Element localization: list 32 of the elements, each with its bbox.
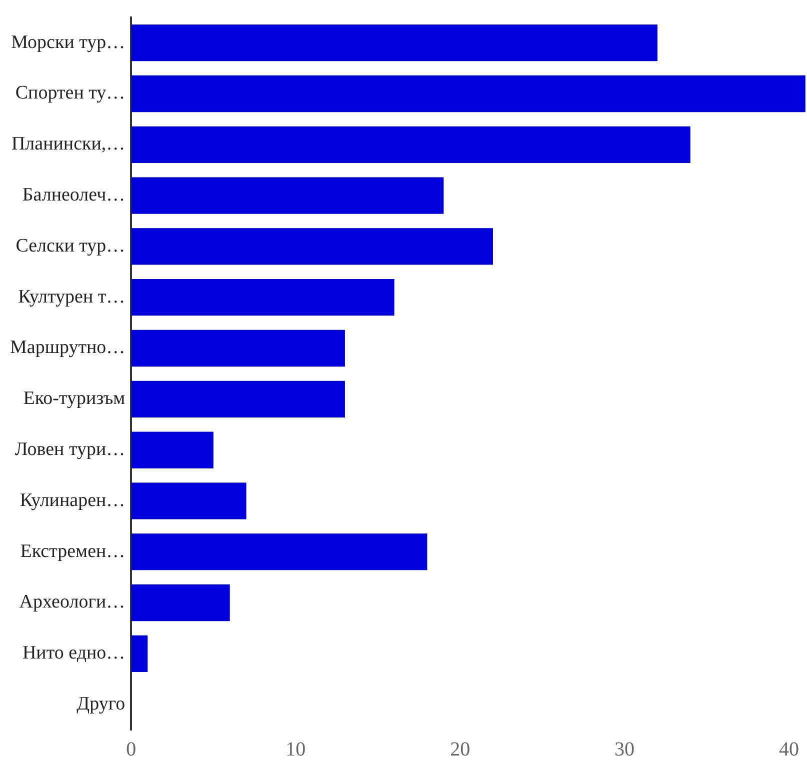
bar xyxy=(131,75,806,112)
bar xyxy=(131,584,230,622)
y-tick-label: Друго xyxy=(76,694,126,715)
bar xyxy=(131,330,345,367)
bar xyxy=(131,380,345,418)
y-tick-label: Ловен тури… xyxy=(14,439,126,460)
x-tick-label: 0 xyxy=(126,738,136,760)
bar xyxy=(131,534,428,570)
y-tick-label: Маршрутно… xyxy=(10,337,126,358)
bar xyxy=(131,177,444,214)
bar xyxy=(131,228,493,265)
bar xyxy=(131,432,214,468)
y-tick-label: Еко-туризъм xyxy=(23,388,126,410)
y-tick-label: Балнеолеч… xyxy=(22,184,126,206)
bar xyxy=(131,24,658,62)
y-tick-label: Културен т… xyxy=(18,286,126,308)
y-tick-label: Нито едно… xyxy=(22,642,126,664)
bar xyxy=(131,482,246,520)
x-tick-label: 30 xyxy=(614,738,635,760)
y-tick-label: Селски тур… xyxy=(16,235,126,256)
y-tick-label: Морски тур… xyxy=(11,32,126,53)
y-tick-label: Спортен ту… xyxy=(15,82,126,104)
y-tick-label: Археологи… xyxy=(19,592,126,613)
y-tick-label: Кулинарен… xyxy=(20,490,126,511)
bar xyxy=(131,126,690,163)
y-tick-label: Екстремен… xyxy=(20,540,126,562)
x-tick-label: 10 xyxy=(286,738,306,760)
bar xyxy=(131,279,394,316)
x-tick-label: 20 xyxy=(450,738,470,760)
x-tick-label: 40 xyxy=(779,738,799,760)
y-tick-label: Планински,… xyxy=(11,134,126,155)
bar xyxy=(131,635,148,672)
